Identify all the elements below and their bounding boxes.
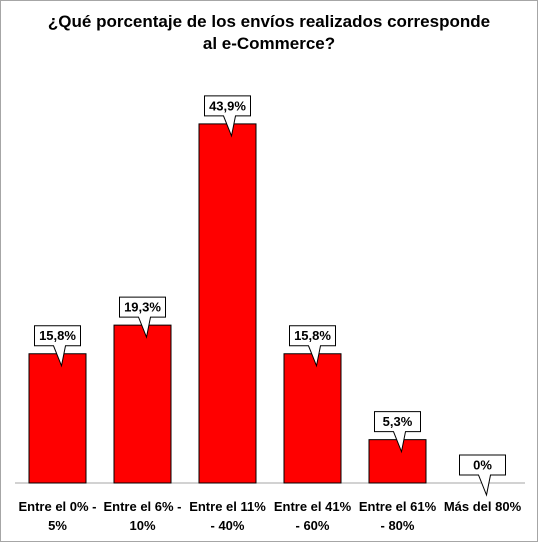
x-tick-label: Entre el 11% - 40% xyxy=(189,499,266,533)
bar xyxy=(113,324,172,484)
label-callout xyxy=(459,454,506,497)
label-callout xyxy=(204,95,251,138)
value-label: 43,9% xyxy=(209,98,246,113)
x-tick-label: Entre el 6% - 10% xyxy=(103,499,182,533)
value-label: 15,8% xyxy=(294,328,331,343)
x-tick-label: Entre el 61% - 80% xyxy=(358,499,437,533)
label-callout xyxy=(289,325,336,368)
x-tick-label: Entre el 0% - 5% xyxy=(18,499,97,533)
value-label: 5,3% xyxy=(383,414,413,429)
x-tick-label: Más del 80% xyxy=(443,499,522,514)
label-callout xyxy=(119,296,166,339)
value-label: 0% xyxy=(473,457,492,472)
chart-title: ¿Qué porcentaje de los envíos realizados… xyxy=(47,12,491,53)
x-tick-label: Entre el 41% - 60% xyxy=(273,499,352,533)
bar xyxy=(283,353,342,484)
bar xyxy=(28,353,87,484)
label-callout xyxy=(374,411,421,454)
label-callout xyxy=(34,325,81,368)
bar xyxy=(198,123,257,484)
bar xyxy=(368,439,427,484)
value-label: 19,3% xyxy=(124,300,161,315)
value-label: 15,8% xyxy=(39,328,76,343)
